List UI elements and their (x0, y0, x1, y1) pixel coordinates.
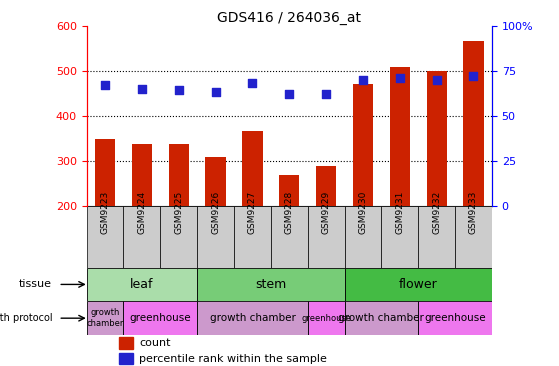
Point (211, 89, 220, 95)
Text: GSM9228: GSM9228 (285, 190, 294, 234)
Bar (95, 139, 115, 206)
Bar (87, 268, 197, 301)
Bar (316, 166, 337, 206)
Text: percentile rank within the sample: percentile rank within the sample (139, 354, 327, 363)
Bar (455, 206, 492, 268)
Bar (87, 206, 124, 268)
Bar (160, 206, 197, 268)
Bar (353, 84, 373, 206)
Bar (344, 268, 492, 301)
Bar (242, 131, 263, 206)
Text: growth
chamber: growth chamber (87, 309, 124, 328)
Text: tissue: tissue (19, 279, 52, 290)
Point (432, 77, 441, 83)
Point (358, 77, 367, 83)
Text: greenhouse: greenhouse (301, 314, 351, 323)
Bar (234, 206, 271, 268)
Bar (124, 301, 197, 335)
Point (138, 86, 146, 92)
Bar (279, 175, 300, 206)
Point (101, 82, 110, 88)
Bar (418, 301, 492, 335)
Text: leaf: leaf (130, 278, 154, 291)
Text: GSM9224: GSM9224 (138, 190, 146, 234)
Text: greenhouse: greenhouse (424, 313, 486, 323)
Bar (197, 206, 234, 268)
Text: stem: stem (255, 278, 286, 291)
Point (248, 80, 257, 86)
Bar (307, 206, 344, 268)
Bar (132, 144, 152, 206)
Text: growth protocol: growth protocol (0, 313, 52, 323)
Bar (390, 67, 410, 206)
Text: greenhouse: greenhouse (130, 313, 191, 323)
Point (174, 87, 183, 93)
Bar (169, 144, 189, 206)
Bar (197, 268, 344, 301)
Text: GSM9223: GSM9223 (101, 190, 110, 234)
Bar (119, 337, 133, 349)
Bar (271, 206, 307, 268)
Text: GSM9226: GSM9226 (211, 190, 220, 234)
Text: growth chamber: growth chamber (210, 313, 295, 323)
Text: GSM9231: GSM9231 (395, 190, 404, 234)
Bar (381, 206, 418, 268)
Text: GSM9233: GSM9233 (469, 190, 478, 234)
Text: count: count (139, 338, 171, 348)
Text: GSM9225: GSM9225 (174, 190, 183, 234)
Text: GSM9232: GSM9232 (432, 190, 441, 234)
Bar (344, 301, 418, 335)
Bar (344, 206, 381, 268)
Point (395, 75, 404, 81)
Bar (119, 353, 133, 365)
Text: GSM9227: GSM9227 (248, 190, 257, 234)
Text: GSM9230: GSM9230 (358, 190, 367, 234)
Bar (307, 301, 344, 335)
Title: GDS416 / 264036_at: GDS416 / 264036_at (217, 11, 361, 25)
Point (469, 73, 478, 79)
Bar (418, 206, 455, 268)
Bar (197, 301, 307, 335)
Bar (124, 206, 160, 268)
Bar (87, 301, 124, 335)
Text: flower: flower (399, 278, 438, 291)
Text: growth chamber: growth chamber (338, 313, 424, 323)
Bar (206, 157, 226, 206)
Bar (427, 71, 447, 206)
Point (321, 91, 330, 97)
Bar (463, 41, 484, 206)
Text: GSM9229: GSM9229 (321, 190, 330, 234)
Point (285, 91, 294, 97)
